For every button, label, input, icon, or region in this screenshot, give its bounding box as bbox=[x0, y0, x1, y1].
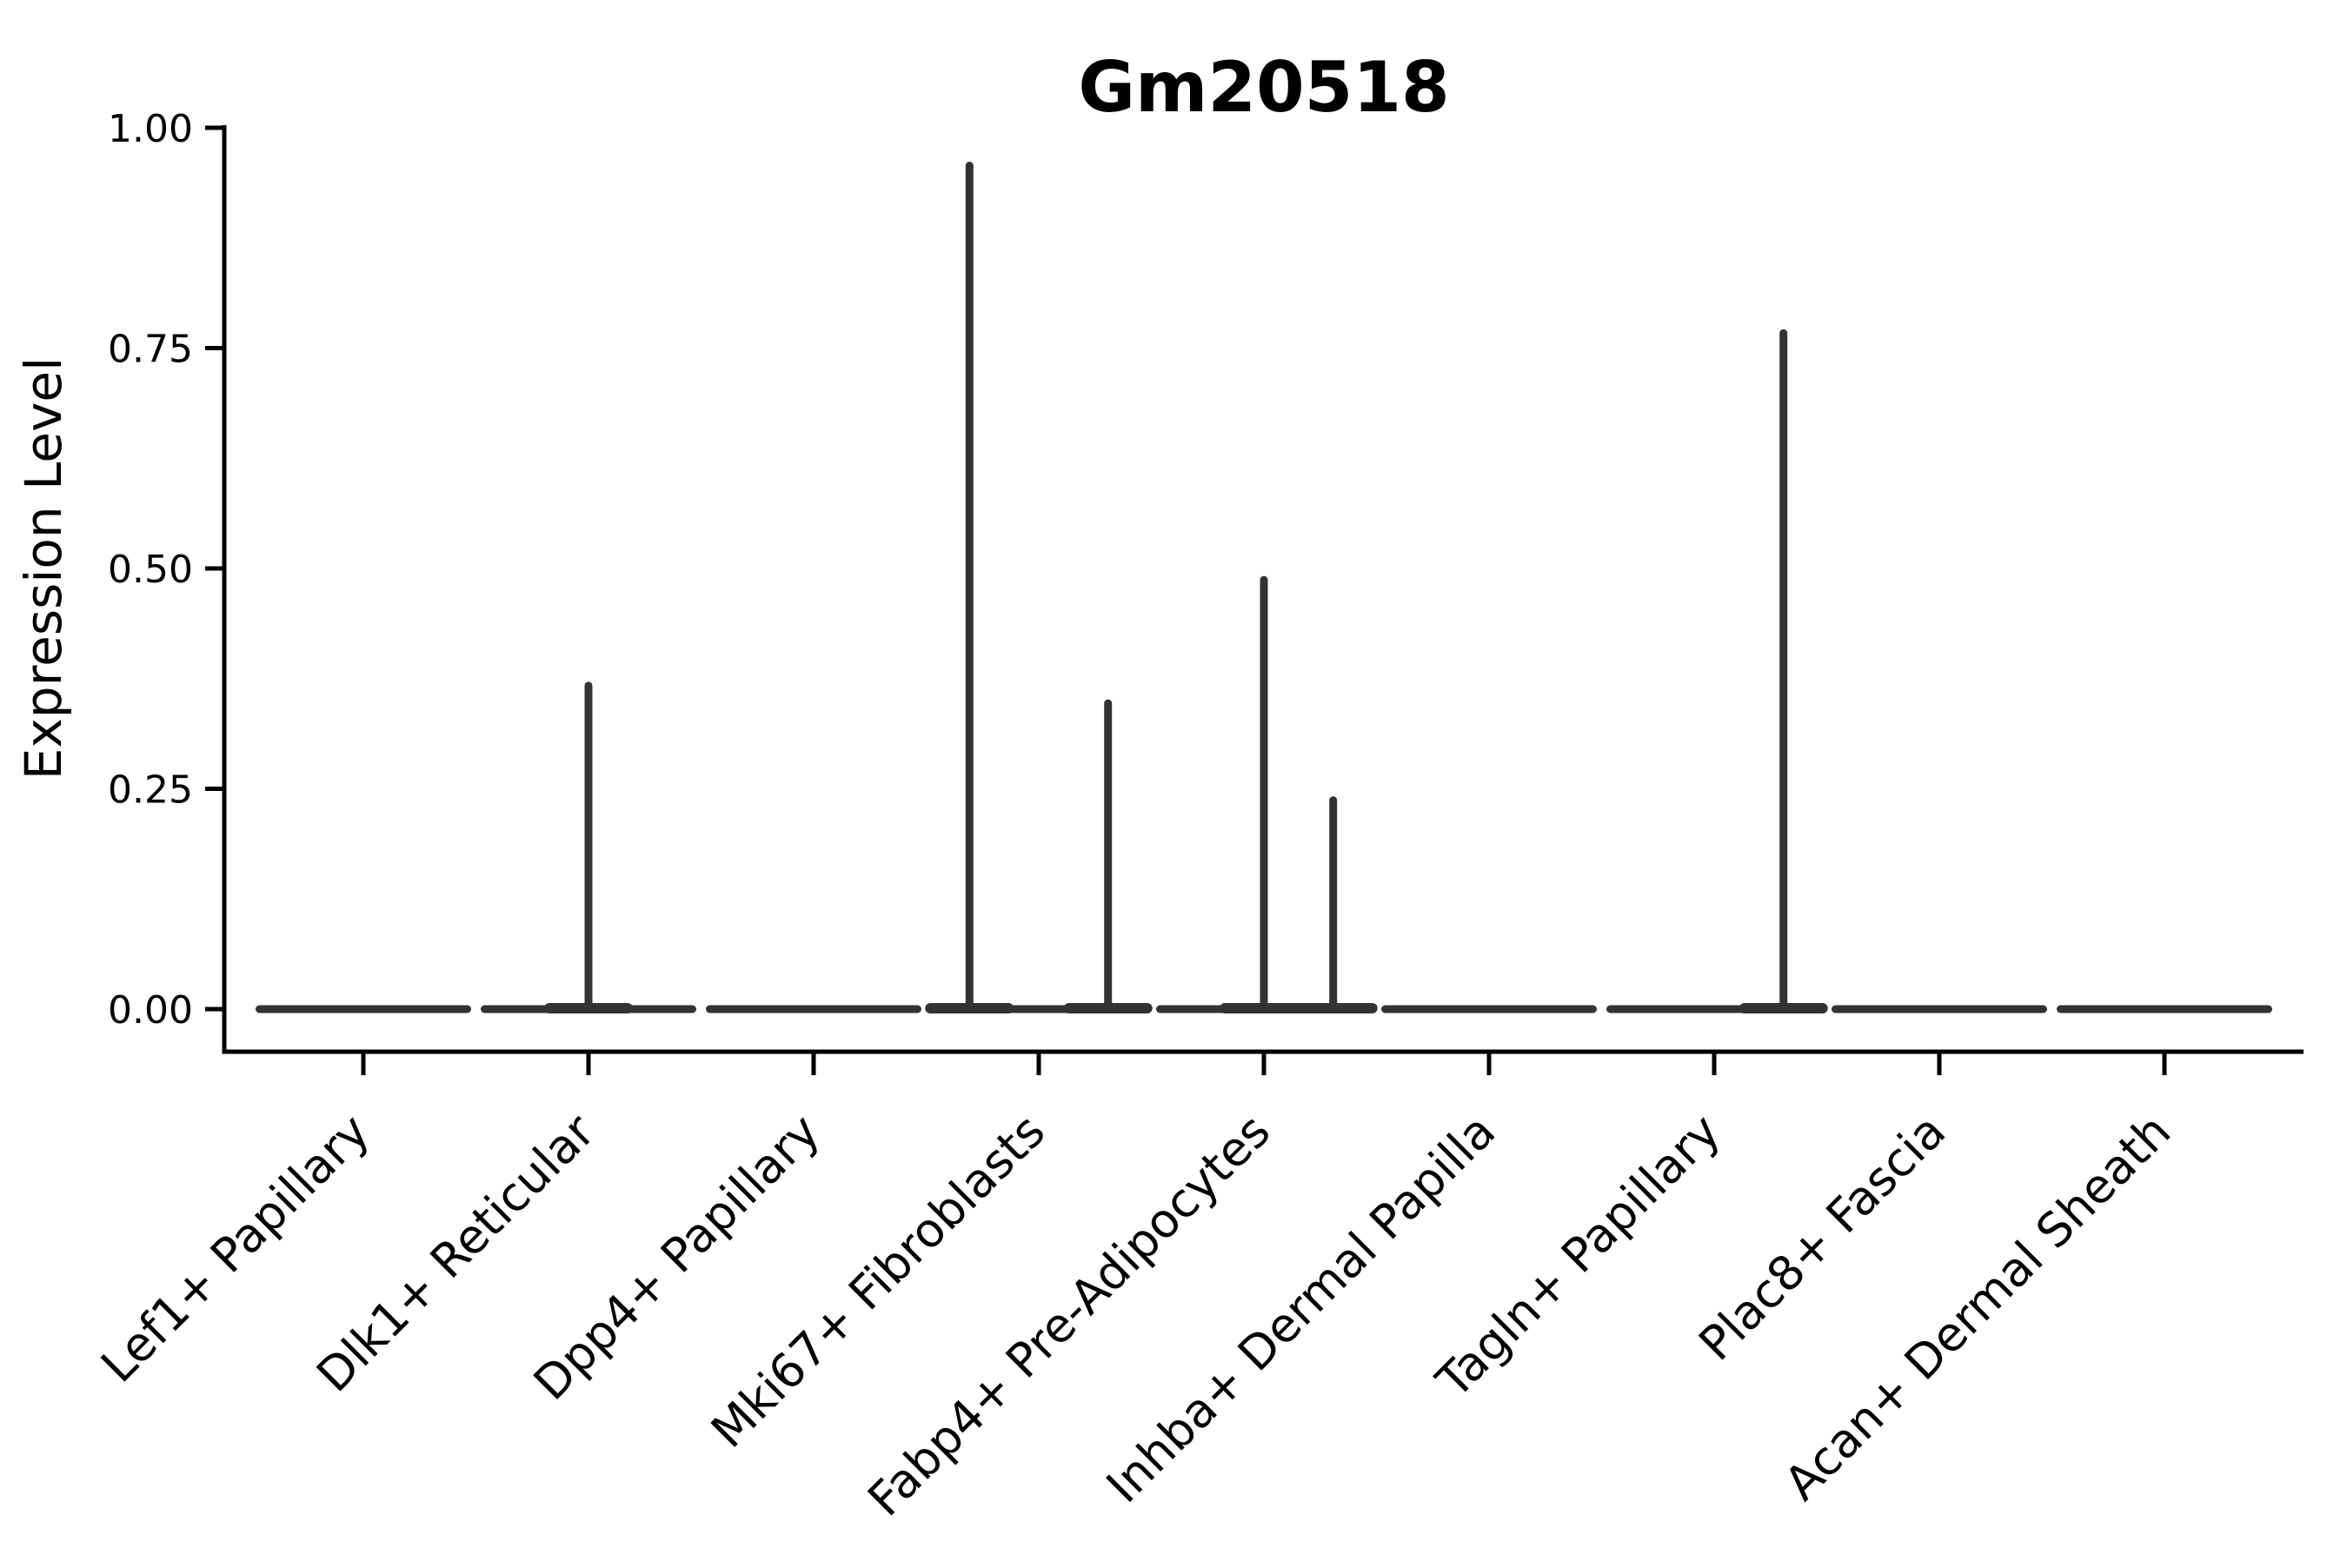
y-axis-label: Expression Level bbox=[14, 357, 73, 780]
x-tick-label: Inhba+ Dermal Papilla bbox=[1096, 1104, 1506, 1513]
y-tick-label: 0.50 bbox=[108, 548, 193, 592]
y-tick-label: 0.25 bbox=[108, 768, 193, 813]
y-tick-label: 0.00 bbox=[108, 988, 193, 1033]
chart-title: Gm20518 bbox=[1078, 47, 1449, 128]
x-tick-label: Fabp4+ Pre-Adipocytes bbox=[857, 1104, 1280, 1527]
y-tick-label: 1.00 bbox=[108, 107, 193, 151]
x-tick-label: Acan+ Dermal Sheath bbox=[1774, 1104, 2181, 1511]
y-tick-label: 0.75 bbox=[108, 328, 193, 372]
